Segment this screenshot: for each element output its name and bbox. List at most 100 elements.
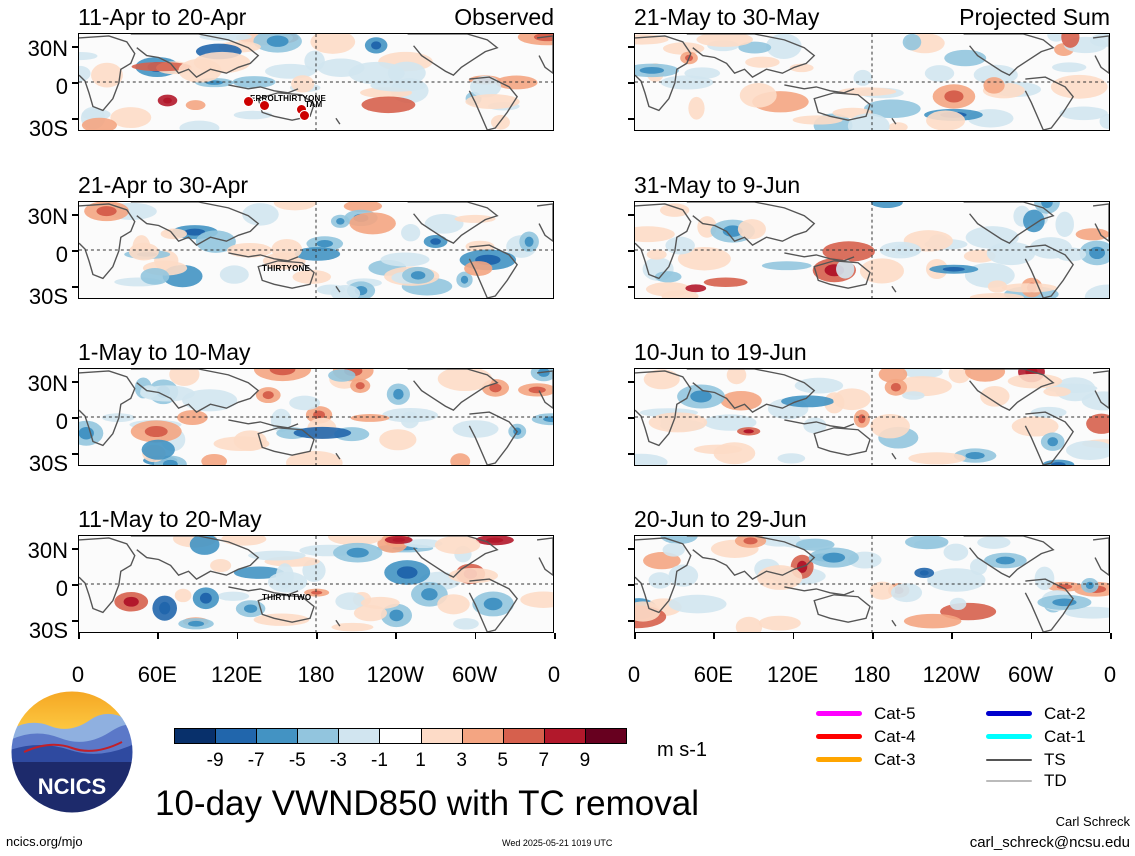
positive-anomaly-core — [486, 537, 504, 543]
positive-anomaly — [361, 96, 416, 114]
negative-anomaly — [924, 65, 955, 82]
longitude-tick — [157, 633, 159, 639]
negative-anomaly — [424, 213, 464, 234]
positive-anomaly — [454, 214, 496, 223]
legend-label: Cat-3 — [874, 750, 916, 769]
storm-track-marker — [243, 96, 254, 107]
colorbar-segment — [543, 728, 586, 744]
negative-anomaly — [949, 597, 967, 610]
positive-anomaly — [201, 453, 227, 465]
colorbar-segment — [215, 728, 258, 744]
negative-anomaly — [870, 202, 903, 209]
latitude-label: 0 — [55, 409, 68, 434]
negative-anomaly-core — [266, 35, 289, 47]
positive-anomaly-core — [355, 382, 365, 390]
negative-anomaly — [665, 236, 695, 255]
colorbar-label: 5 — [497, 750, 509, 771]
negative-anomaly-core — [346, 547, 369, 558]
negative-anomaly — [316, 284, 346, 295]
coastline — [407, 202, 499, 244]
coastline — [686, 369, 816, 413]
footer-timestamp: Wed 2025-05-21 1019 UTC — [502, 838, 613, 848]
positive-anomaly — [177, 410, 208, 426]
positive-anomaly — [213, 436, 270, 452]
latitude-tick — [72, 381, 78, 383]
longitude-label: 120W — [922, 662, 981, 687]
coastline — [635, 35, 692, 112]
negative-anomaly — [195, 230, 236, 253]
coastline — [130, 202, 260, 246]
positive-anomaly — [465, 94, 520, 110]
negative-anomaly-core — [316, 239, 333, 248]
positive-anomaly — [221, 536, 267, 546]
colorbar-segment — [174, 728, 217, 744]
negative-anomaly-core — [336, 217, 345, 225]
positive-anomaly — [792, 115, 843, 125]
positive-anomaly — [1043, 386, 1071, 397]
colorbar-segment — [379, 728, 422, 744]
latitude-tick — [628, 250, 634, 252]
colorbar-label: -1 — [371, 750, 388, 771]
coastline — [635, 370, 692, 447]
coastline — [1092, 35, 1109, 75]
footer-url[interactable]: ncics.org/mjo — [6, 834, 83, 849]
negative-anomaly-core — [393, 388, 404, 400]
longitude-label: 60E — [693, 662, 733, 687]
negative-anomaly-core — [421, 588, 438, 601]
positive-anomaly — [1075, 228, 1109, 241]
colorbar-segment — [584, 728, 627, 744]
author-email[interactable]: carl_schreck@ncsu.edu — [969, 834, 1130, 851]
positive-anomaly — [464, 261, 493, 276]
ncics-logo: NCICS — [10, 690, 134, 814]
positive-anomaly — [1007, 373, 1063, 389]
coastline — [335, 452, 341, 460]
coastline — [130, 369, 260, 413]
coastline — [813, 594, 871, 623]
map-panel — [634, 33, 1110, 131]
negative-anomaly — [217, 591, 250, 601]
negative-anomaly — [891, 583, 923, 603]
positive-anomaly-core — [743, 429, 754, 434]
longitude-tick — [792, 633, 795, 639]
negative-anomaly — [902, 369, 943, 379]
colorbar-label: 7 — [538, 750, 550, 771]
coastline — [407, 369, 499, 411]
positive-anomaly — [210, 558, 232, 573]
negative-anomaly — [1052, 62, 1087, 73]
positive-anomaly — [688, 96, 705, 120]
positive-anomaly — [926, 110, 966, 130]
latitude-label: 30N — [27, 538, 68, 563]
panel-title: 1-May to 10-May — [78, 339, 251, 365]
positive-anomaly — [437, 594, 470, 615]
colorbar-label: -3 — [329, 750, 347, 771]
legend-line — [816, 711, 862, 716]
positive-anomaly — [178, 58, 222, 83]
negative-anomaly-core — [460, 275, 469, 284]
positive-anomaly — [643, 369, 680, 390]
positive-anomaly — [360, 596, 400, 609]
negative-anomaly — [275, 563, 294, 589]
negative-anomaly — [1030, 406, 1067, 418]
latitude-label: 30S — [28, 618, 68, 643]
negative-anomaly — [1064, 606, 1109, 619]
latitude-label: 30N — [27, 371, 68, 396]
storm-label: ERROL — [250, 94, 279, 103]
coastline — [686, 202, 816, 246]
positive-anomaly — [646, 249, 667, 260]
storm-track-marker — [299, 110, 310, 121]
negative-anomaly-core — [965, 452, 985, 460]
longitude-tick — [236, 633, 239, 639]
longitude-label: 120W — [366, 662, 425, 687]
positive-anomaly — [648, 412, 708, 433]
coastline — [891, 285, 897, 293]
positive-anomaly — [1061, 34, 1080, 48]
positive-anomaly — [969, 292, 1024, 298]
negative-anomaly — [335, 592, 366, 611]
negative-anomaly — [1099, 113, 1109, 129]
coastline — [1092, 203, 1109, 243]
negative-anomaly — [453, 618, 479, 630]
negative-anomaly — [944, 49, 987, 67]
positive-anomaly — [350, 414, 390, 422]
positive-anomaly — [286, 450, 343, 465]
latitude-label: 30S — [28, 284, 68, 309]
